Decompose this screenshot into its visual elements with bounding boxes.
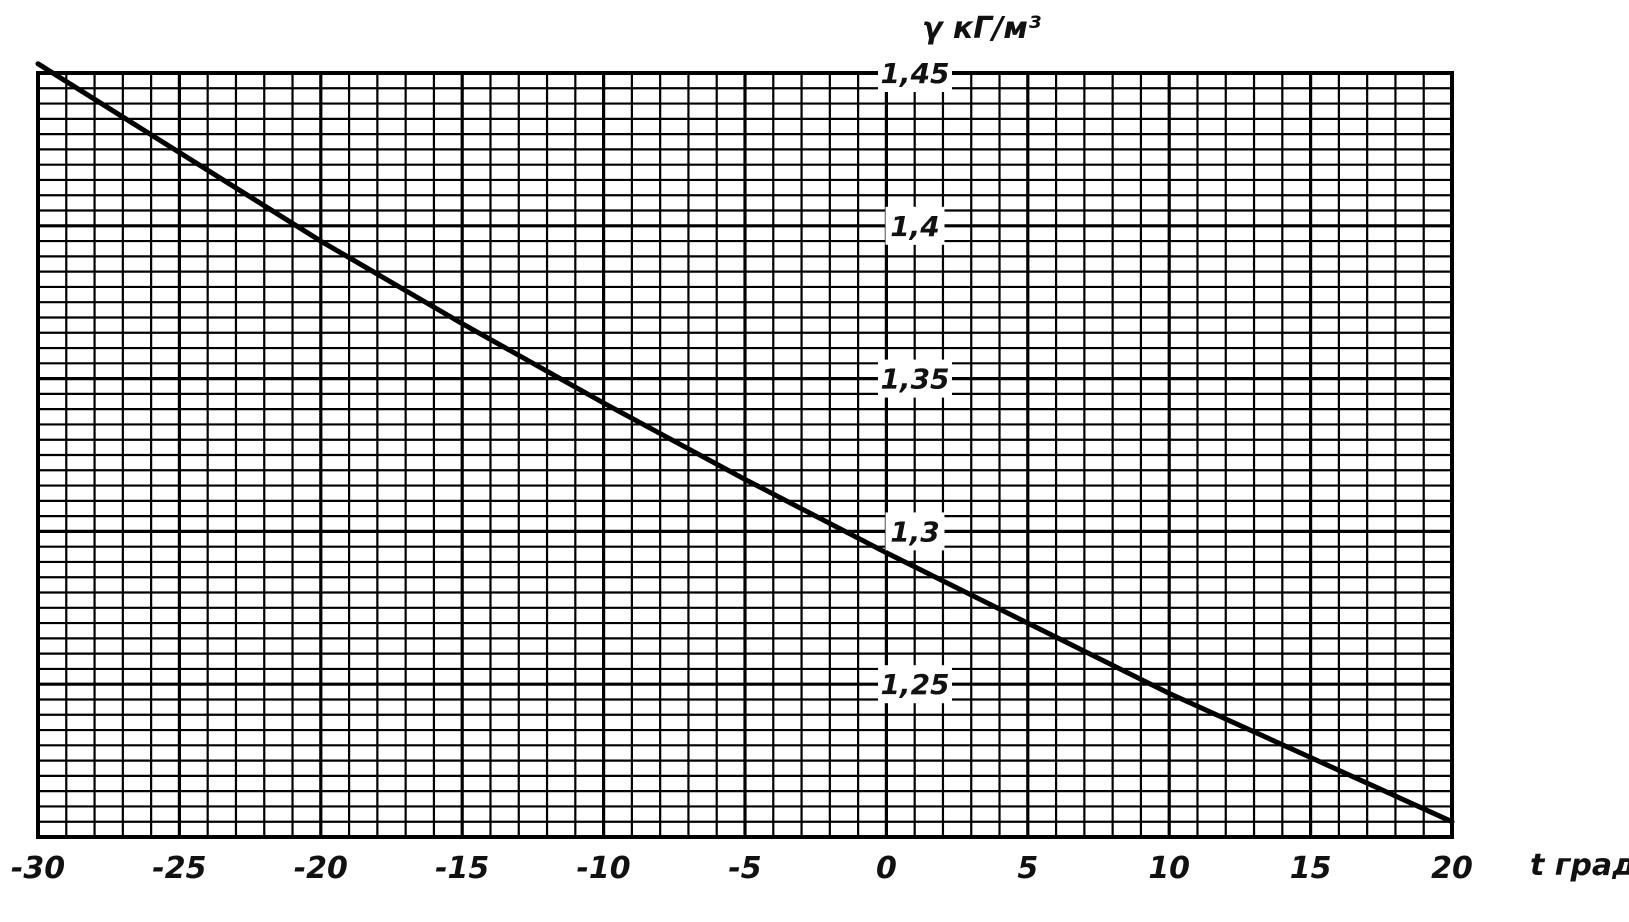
y-tick-labels: 1,45 1,4 1,35 1,3 1,25 [878, 54, 952, 704]
x-tick-label: 10 [1148, 851, 1190, 886]
y-tick-label-background [885, 206, 945, 245]
x-tick-label: 15 [1290, 851, 1332, 886]
y-tick-label: 1,25 [880, 668, 949, 701]
y-tick-label: 1,4 [890, 210, 940, 243]
series-layer [35, 61, 1455, 825]
x-axis-label: t град. [1530, 848, 1629, 883]
x-tick-label: -15 [435, 851, 489, 886]
x-tick-label: -20 [294, 851, 348, 886]
x-tick-label: -30 [11, 851, 65, 886]
x-tick-label: 0 [876, 851, 897, 886]
y-axis-label: γ кГ/м³ [922, 11, 1041, 46]
plot-border [36, 71, 1454, 839]
density-curve [35, 61, 1455, 825]
y-tick-label-background [885, 512, 945, 551]
y-tick-label: 1,45 [880, 57, 949, 90]
y-tick-label: 1,3 [890, 515, 940, 548]
x-tick-label: -25 [152, 851, 206, 886]
x-tick-label: 20 [1431, 851, 1473, 886]
x-tick-labels: -30 -25 -20 -15 -10 -5 0 5 10 15 20 [11, 851, 1473, 886]
y-tick-label-background [878, 359, 952, 398]
y-tick-label: 1,35 [880, 363, 949, 396]
x-tick-label: -5 [728, 851, 761, 886]
y-tick-label-background [878, 665, 952, 704]
x-tick-label: -10 [576, 851, 630, 886]
plot-frame [36, 71, 1454, 839]
x-tick-label: 5 [1017, 851, 1038, 886]
y-tick-label-background [878, 54, 952, 92]
grid [36, 71, 1454, 839]
